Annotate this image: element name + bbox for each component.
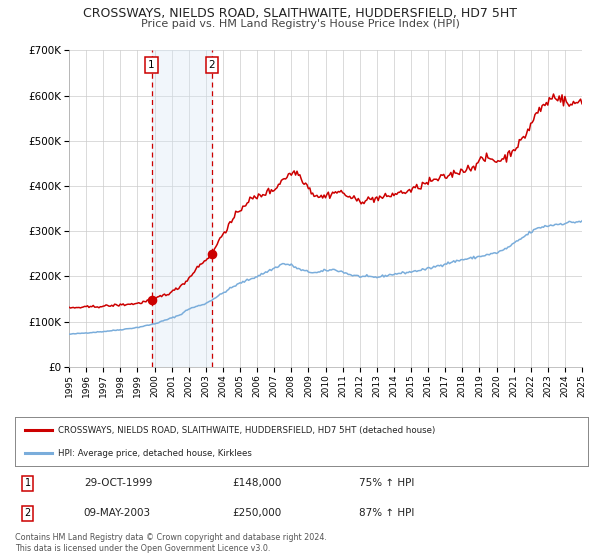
- Text: 87% ↑ HPI: 87% ↑ HPI: [359, 508, 414, 519]
- Text: 75% ↑ HPI: 75% ↑ HPI: [359, 478, 414, 488]
- Bar: [152, 50, 212, 367]
- Text: 2: 2: [209, 59, 215, 69]
- Text: 1: 1: [148, 59, 155, 69]
- Text: 09-MAY-2003: 09-MAY-2003: [84, 508, 151, 519]
- Text: HPI: Average price, detached house, Kirklees: HPI: Average price, detached house, Kirk…: [58, 449, 252, 458]
- Point: [147, 296, 157, 305]
- Text: 2: 2: [25, 508, 31, 519]
- Text: 29-OCT-1999: 29-OCT-1999: [84, 478, 152, 488]
- Text: CROSSWAYS, NIELDS ROAD, SLAITHWAITE, HUDDERSFIELD, HD7 5HT: CROSSWAYS, NIELDS ROAD, SLAITHWAITE, HUD…: [83, 7, 517, 20]
- Text: CROSSWAYS, NIELDS ROAD, SLAITHWAITE, HUDDERSFIELD, HD7 5HT (detached house): CROSSWAYS, NIELDS ROAD, SLAITHWAITE, HUD…: [58, 426, 435, 435]
- Point: [207, 249, 217, 258]
- Text: Price paid vs. HM Land Registry's House Price Index (HPI): Price paid vs. HM Land Registry's House …: [140, 19, 460, 29]
- Text: 1: 1: [25, 478, 31, 488]
- Text: £250,000: £250,000: [233, 508, 282, 519]
- Text: £148,000: £148,000: [233, 478, 282, 488]
- Text: Contains HM Land Registry data © Crown copyright and database right 2024.
This d: Contains HM Land Registry data © Crown c…: [15, 533, 327, 553]
